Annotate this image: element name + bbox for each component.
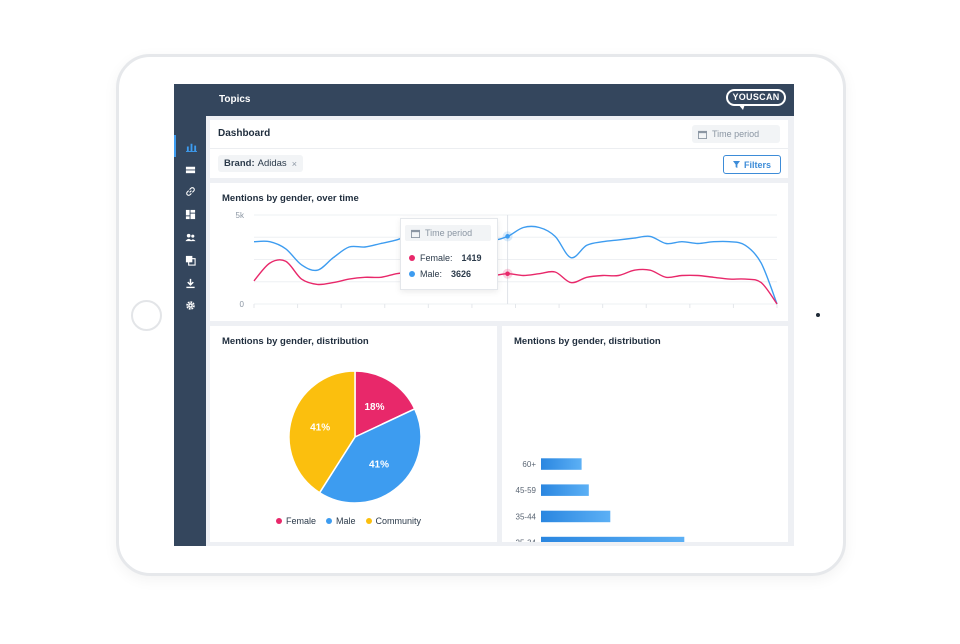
close-icon[interactable]: ×	[291, 158, 297, 169]
topbar-title: Topics	[219, 94, 251, 105]
tooltip-period-label: Time period	[425, 228, 473, 238]
male-dot-icon	[409, 271, 415, 277]
time-period-label: Time period	[712, 129, 760, 139]
tooltip-time-period[interactable]: Time period	[405, 225, 491, 241]
brand-value: Adidas	[257, 158, 287, 169]
download-icon	[185, 278, 195, 288]
logo-text: YOUSCAN	[726, 89, 786, 106]
bar-category-label: 45-59	[516, 486, 537, 495]
legend-male[interactable]: Male	[326, 516, 356, 526]
male-dot-icon	[326, 518, 333, 524]
tablet-camera	[816, 313, 820, 317]
tooltip-female-value: 1419	[461, 253, 482, 263]
pie-slice-male[interactable]	[318, 407, 422, 504]
tooltip-female-label: Female:	[420, 253, 453, 263]
bar-35-44[interactable]	[541, 510, 611, 523]
bar-category-label: 25-34	[516, 539, 537, 542]
series-line-female[interactable]	[253, 259, 778, 305]
bar-60+[interactable]	[541, 458, 582, 470]
legend-female[interactable]: Female	[276, 516, 316, 526]
hover-point-male[interactable]	[505, 234, 510, 239]
pie-value-label: 41%	[310, 422, 330, 433]
pie-slice-female[interactable]	[354, 370, 416, 439]
pie-value-label: 41%	[369, 460, 389, 471]
pie-chart: 18% 41% 41%	[288, 370, 422, 504]
legend-female-label: Female	[286, 516, 317, 526]
tablet-home-button	[131, 300, 162, 331]
pie-value-label: 18%	[364, 402, 384, 413]
series-line-male[interactable]	[253, 225, 778, 305]
filters-label: Filters	[743, 159, 771, 170]
tooltip-male-value: 3626	[451, 269, 472, 279]
y-tick-label: 0	[240, 300, 245, 309]
pie-slice-community[interactable]	[288, 370, 356, 494]
dashboard-title: Dashboard	[218, 128, 271, 139]
brand-filter-chip[interactable]: Brand: Adidas ×	[218, 155, 303, 172]
y-tick-label: 5k	[236, 211, 245, 220]
tooltip-female-row: Female: 1419	[409, 253, 482, 263]
calendar-icon	[411, 229, 420, 238]
chart-tooltip: Time period Female: 1419 Male: 3626	[400, 218, 498, 290]
logo-tail	[738, 104, 745, 110]
link-icon	[185, 186, 195, 196]
line-chart: 5k 0	[236, 211, 778, 309]
hover-point-female[interactable]	[505, 271, 510, 277]
bar-chart-title: Mentions by gender, distribution	[514, 336, 661, 347]
pie-chart-title: Mentions by gender, distribution	[222, 336, 369, 347]
sidebar-item-list[interactable]	[174, 158, 206, 180]
line-chart-card: Mentions by gender, over time 5k 0 Time p…	[210, 183, 788, 321]
filters-button[interactable]: Filters	[723, 155, 781, 174]
line-chart-title: Mentions by gender, over time	[222, 193, 359, 204]
bar-chart-card: Mentions by gender, distribution 60+ 45-5…	[502, 326, 788, 542]
bar-45-59[interactable]	[541, 484, 589, 496]
legend-male-label: Male	[336, 516, 356, 526]
sidebar-item-download[interactable]	[174, 272, 206, 294]
bar-25-34[interactable]	[541, 536, 685, 542]
sidebar-item-copy[interactable]	[174, 249, 206, 271]
brand-key: Brand:	[224, 158, 255, 169]
gear-icon	[185, 300, 195, 310]
sidebar-item-links[interactable]	[174, 180, 206, 202]
tooltip-male-row: Male: 3626	[409, 269, 471, 279]
bar-category-label: 60+	[522, 460, 536, 469]
sidebar-item-dashboard[interactable]	[174, 203, 206, 225]
filter-icon	[732, 161, 740, 168]
youscan-logo[interactable]: YOUSCAN	[726, 89, 788, 111]
sidebar-item-settings[interactable]	[174, 294, 206, 316]
pie-legend: Female Male Community	[276, 516, 421, 526]
community-dot-icon	[365, 518, 372, 524]
bar-category-label: 35-44	[516, 512, 537, 521]
list-icon	[185, 166, 195, 173]
dashboard-icon	[185, 209, 195, 219]
top-bar: Topics YOUSCAN	[174, 84, 794, 116]
legend-community[interactable]: Community	[365, 516, 422, 526]
app-screen: Topics YOUSCAN Dashb	[174, 84, 794, 546]
dashboard-header-card: Dashboard Time period Brand: Adidas × Fi…	[210, 120, 788, 178]
chart-icon	[185, 143, 197, 152]
tooltip-male-label: Male:	[420, 269, 443, 279]
users-icon	[184, 233, 196, 241]
copy-icon	[185, 255, 196, 266]
sidebar	[174, 116, 206, 546]
header-divider	[210, 148, 788, 149]
time-period-button[interactable]: Time period	[692, 125, 780, 143]
pie-chart-card: Mentions by gender, distribution 18% 41% 4…	[210, 326, 497, 542]
legend-community-label: Community	[375, 516, 422, 526]
sidebar-item-users[interactable]	[174, 226, 206, 248]
calendar-icon	[698, 130, 707, 139]
female-dot-icon	[409, 255, 415, 261]
sidebar-item-charts[interactable]	[174, 135, 206, 157]
female-dot-icon	[276, 518, 282, 524]
